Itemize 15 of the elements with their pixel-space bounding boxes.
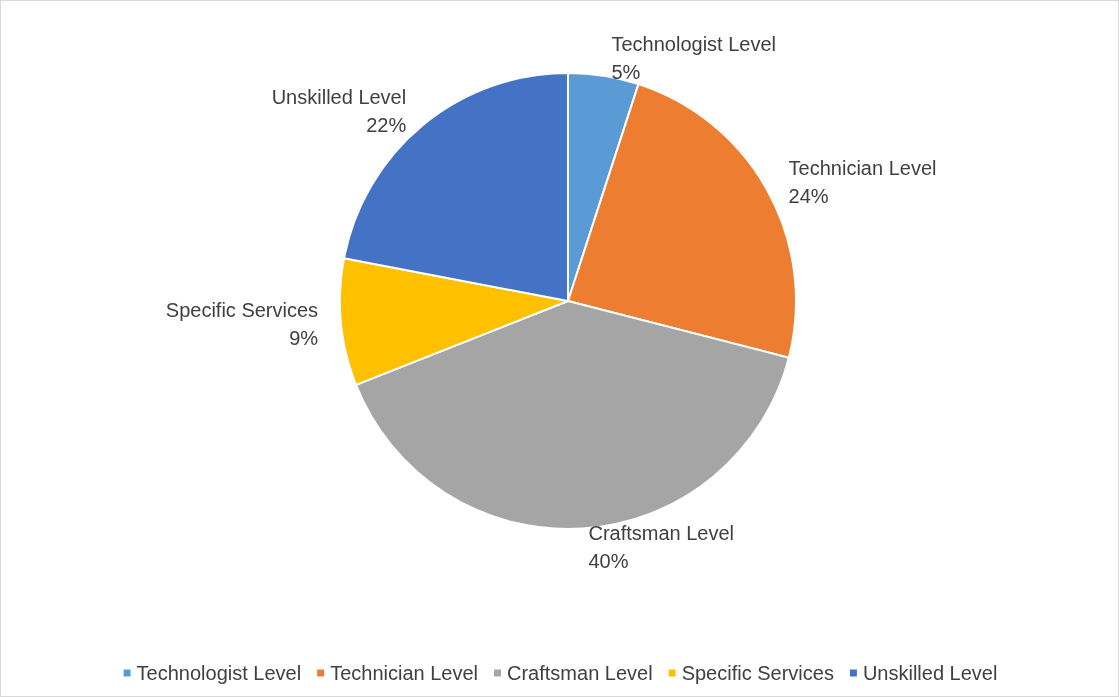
slice-label: Craftsman Level xyxy=(588,521,735,544)
slice-label: Unskilled Level xyxy=(271,86,407,109)
data-label: 24% xyxy=(788,185,829,208)
legend-label: Technician Level xyxy=(330,662,479,684)
legend-label: Technologist Level xyxy=(136,662,302,684)
legend-label: Specific Services xyxy=(681,662,834,684)
legend-label: Craftsman Level xyxy=(507,662,653,684)
data-label: 5% xyxy=(611,61,641,84)
data-label: 22% xyxy=(366,114,407,137)
data-label: 9% xyxy=(289,327,319,350)
legend-label: Unskilled Level xyxy=(862,662,998,684)
slice-label: Technician Level xyxy=(788,157,937,180)
slice-label: Specific Services xyxy=(165,299,319,322)
slice-label: Technologist Level xyxy=(611,33,777,56)
data-label: 40% xyxy=(588,549,629,572)
